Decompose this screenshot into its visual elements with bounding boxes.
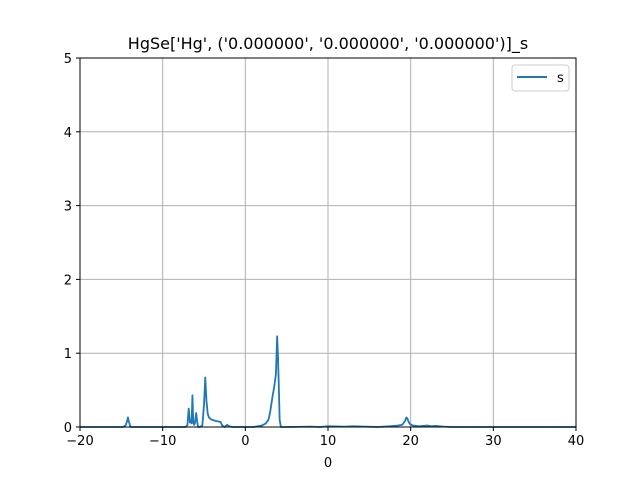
legend: s [511, 64, 570, 92]
x-tick-label: 20 [402, 434, 419, 449]
y-tick-label: 1 [64, 347, 72, 362]
x-tick-label: 0 [241, 434, 249, 449]
x-axis-label: 0 [324, 456, 332, 471]
legend-label-s: s [557, 71, 564, 86]
x-tick-label: 30 [485, 434, 502, 449]
x-tick-label: 10 [320, 434, 337, 449]
y-tick-labels: 0 1 2 3 4 5 [64, 52, 72, 436]
x-tick-labels: −20 −10 0 10 20 30 40 [66, 434, 584, 449]
y-tick-label: 2 [64, 273, 72, 288]
x-tick-label: −20 [66, 434, 93, 449]
tick-marks [76, 57, 577, 431]
y-tick-label: 0 [64, 421, 72, 436]
chart-title: HgSe['Hg', ('0.000000', '0.000000', '0.0… [128, 34, 528, 54]
y-tick-label: 3 [64, 200, 72, 215]
x-tick-label: −10 [149, 434, 176, 449]
y-tick-label: 5 [64, 52, 72, 67]
y-tick-label: 4 [64, 126, 72, 141]
x-tick-label: 40 [568, 434, 585, 449]
